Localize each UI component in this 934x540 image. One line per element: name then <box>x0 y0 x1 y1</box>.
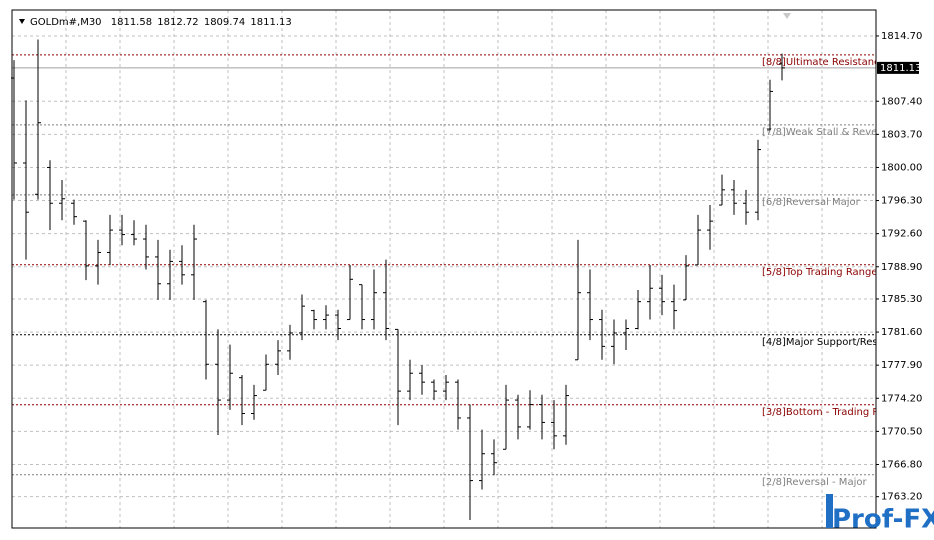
menu-arrow <box>19 19 25 24</box>
y-tick-label: 1777.90 <box>881 360 922 371</box>
y-tick-label: 1781.60 <box>881 327 922 338</box>
y-tick-label: 1774.20 <box>881 393 922 404</box>
y-tick-label: 1788.90 <box>881 262 922 273</box>
price-tag-label: 1811.13 <box>880 63 921 74</box>
y-tick-label: 1770.50 <box>881 426 922 437</box>
y-tick-label: 1807.40 <box>881 96 922 107</box>
level-label: [8/8]Ultimate Resistanc <box>762 57 880 68</box>
logo-bar <box>826 494 833 528</box>
level-group: [8/8]Ultimate Resistanc [7/8]Weak Stall &… <box>12 54 882 488</box>
y-tick-label: 1792.60 <box>881 229 922 240</box>
y-tick-label: 1800.00 <box>881 162 922 173</box>
plot-frame <box>11 9 877 529</box>
y-tick-label: 1796.30 <box>881 196 922 207</box>
y-tick-label: 1785.30 <box>881 294 922 305</box>
header-low: 1809.74 <box>204 17 245 28</box>
symbol: GOLDm#,M30 <box>30 17 102 28</box>
chart-header: GOLDm#,M30 1811.58 1812.72 1809.74 1811.… <box>30 17 292 28</box>
price-tag <box>877 61 919 74</box>
watermark: Prof-FX <box>832 505 934 535</box>
header-close: 1811.13 <box>250 17 291 28</box>
y-tick-label: 1803.70 <box>881 129 922 140</box>
level-label: [4/8]Major Support/Resi <box>762 337 880 348</box>
shift-marker <box>783 13 791 19</box>
header-open: 1811.58 <box>111 17 152 28</box>
level-label: [5/8]Top Trading Range <box>762 267 878 278</box>
y-tick-label: 1766.80 <box>881 459 922 470</box>
level-label: [3/8]Bottom - Trading R <box>762 407 879 418</box>
plot-layer: [8/8]Ultimate Resistanc [7/8]Weak Stall &… <box>11 10 882 528</box>
level-label: [6/8]Reversal Major <box>762 197 861 208</box>
y-tick-label: 1763.20 <box>881 492 922 503</box>
y-tick-label: 1814.70 <box>881 31 922 42</box>
level-label: [7/8]Weak Stall & Rever <box>762 127 882 138</box>
level-label: [2/8]Reversal - Major <box>762 477 867 488</box>
header-high: 1812.72 <box>157 17 198 28</box>
